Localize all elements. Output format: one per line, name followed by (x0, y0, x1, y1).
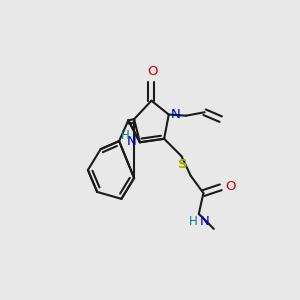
Text: S: S (178, 158, 188, 171)
Text: N: N (200, 215, 210, 228)
Text: O: O (147, 64, 158, 78)
Text: H: H (189, 215, 198, 228)
Text: H: H (121, 129, 130, 142)
Text: O: O (225, 180, 236, 193)
Text: N: N (127, 135, 136, 148)
Text: N: N (171, 108, 181, 121)
